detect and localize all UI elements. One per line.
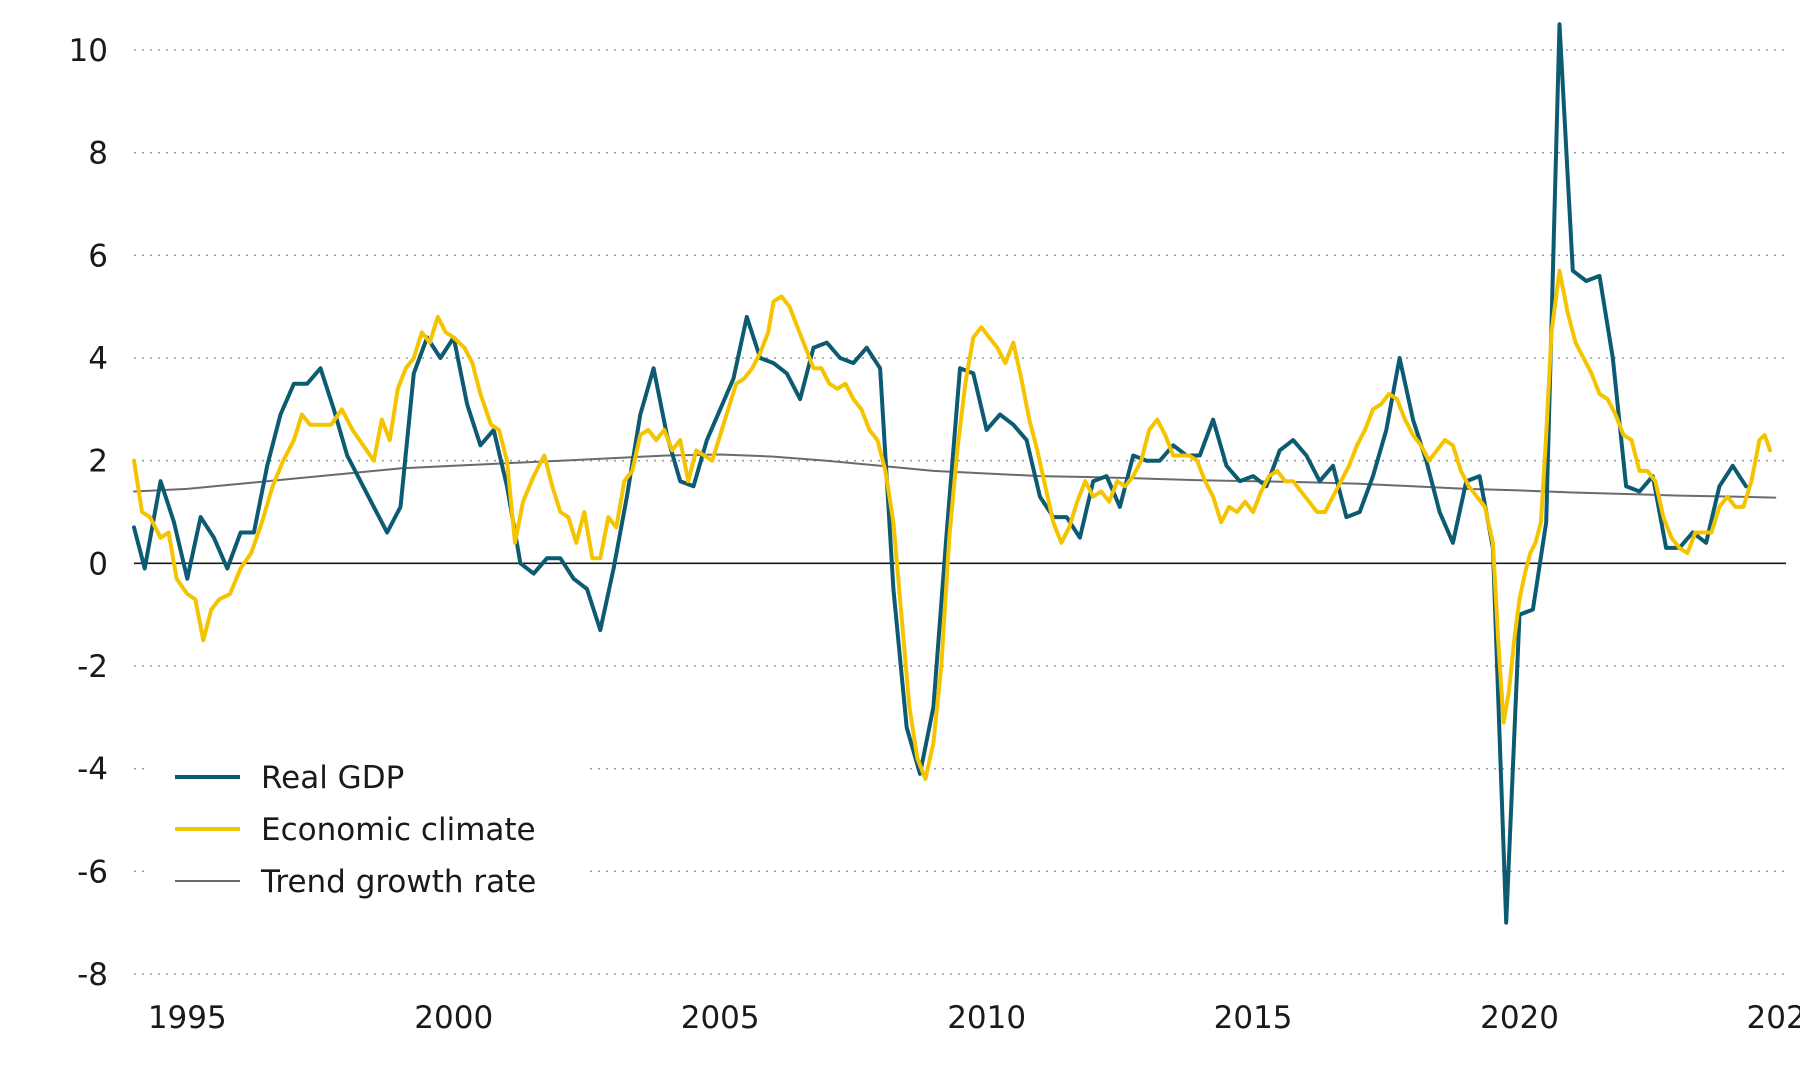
y-axis-tick-labels: -8 -6 -4 -2 0 2 4 6 8 10 bbox=[69, 33, 108, 993]
series-line-trend-growth-rate bbox=[133, 453, 1777, 499]
y-tick-label: -6 bbox=[77, 854, 108, 890]
series-lines bbox=[132, 22, 1777, 925]
x-tick-label: 2000 bbox=[414, 1000, 493, 1036]
series-line-real-gdp bbox=[132, 22, 1748, 925]
x-tick-label: 2015 bbox=[1214, 1000, 1293, 1036]
y-tick-label: -2 bbox=[77, 649, 108, 685]
x-tick-label: 2025 bbox=[1747, 1000, 1800, 1036]
y-tick-label: -8 bbox=[77, 957, 108, 993]
y-tick-label: -4 bbox=[77, 752, 108, 788]
y-tick-label: 2 bbox=[88, 444, 108, 480]
y-tick-label: 8 bbox=[88, 136, 108, 172]
x-tick-label: 2005 bbox=[681, 1000, 760, 1036]
legend-label-trend-growth-rate: Trend growth rate bbox=[260, 864, 536, 900]
y-tick-label: 0 bbox=[88, 546, 108, 582]
y-tick-label: 6 bbox=[88, 238, 108, 274]
legend-label-economic-climate: Economic climate bbox=[261, 812, 536, 848]
x-axis-tick-labels: 1995 2000 2005 2010 2015 2020 2025 bbox=[148, 1000, 1800, 1036]
x-tick-label: 2010 bbox=[947, 1000, 1026, 1036]
legend: Real GDP Economic climate Trend growth r… bbox=[150, 748, 590, 918]
legend-label-real-gdp: Real GDP bbox=[261, 760, 404, 796]
y-tick-label: 4 bbox=[88, 341, 108, 377]
x-tick-label: 2020 bbox=[1480, 1000, 1559, 1036]
y-tick-label: 10 bbox=[69, 33, 108, 69]
series-line-economic-climate bbox=[132, 268, 1772, 781]
x-tick-label: 1995 bbox=[148, 1000, 227, 1036]
